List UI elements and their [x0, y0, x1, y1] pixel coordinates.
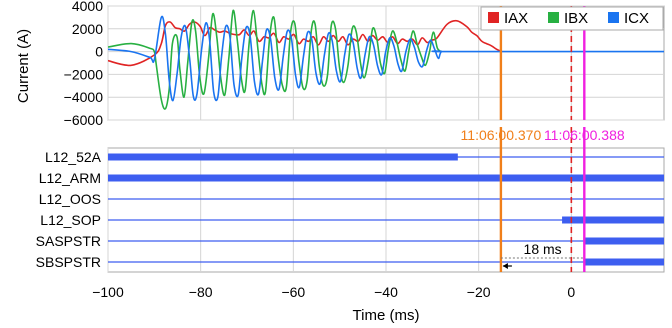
time-x-tick-label: −20 [467, 284, 491, 300]
interval-annotation: 18 ms [500, 241, 585, 269]
legend-label-icx: ICX [624, 10, 649, 27]
marker-timestamp: 11:06:00.388 [544, 127, 625, 143]
signal-label: L12_ARM [39, 170, 101, 186]
marker-timestamp: 11:06:00.370 [461, 127, 542, 143]
signal-label: L12_SOP [40, 212, 101, 228]
signal-label: L12_OOS [39, 191, 101, 207]
current-y-tick-label: 4000 [72, 0, 103, 14]
time-x-tick-label: −60 [281, 284, 305, 300]
time-x-axis-title: Time (ms) [353, 307, 420, 324]
signal-label: L12_52A [45, 149, 102, 165]
current-y-tick-labels: 4000 2000 0 −2000 −4000 −6000 [64, 0, 104, 128]
signal-on-bar [108, 174, 664, 182]
signal-on-bar [562, 216, 664, 224]
current-y-axis-title: Current (A) [15, 29, 32, 103]
current-y-tick-label: 0 [95, 44, 103, 60]
signal-on-bar [584, 237, 664, 245]
time-x-tick-label: 0 [567, 284, 575, 300]
current-y-tick-label: −2000 [64, 66, 104, 82]
current-legend: IAX IBX ICX [480, 6, 664, 31]
current-y-tick-label: −6000 [64, 112, 104, 128]
interval-label: 18 ms [524, 241, 562, 257]
series-icx-line [108, 15, 664, 102]
time-x-tick-labels: −100 −80 −60 −40 −20 0 [92, 284, 575, 300]
current-legend-items: IAX IBX ICX [488, 10, 649, 27]
current-y-tick-label: 2000 [72, 21, 103, 37]
current-series-group [108, 9, 664, 110]
current-chart: 4000 2000 0 −2000 −4000 −6000 Current (A) IAX… [15, 0, 665, 128]
digital-chart-markers [499, 127, 586, 272]
signal-on-bar [108, 153, 458, 161]
legend-swatch-ibx [548, 12, 559, 23]
legend-swatch-iax [488, 12, 499, 23]
legend-swatch-icx [608, 12, 619, 23]
interval-arrow-head [502, 263, 508, 269]
signal-on-bar [584, 258, 664, 266]
signal-label: SASPSTR [36, 233, 101, 249]
digital-chart: L12_52A L12_ARM L12_OOS L12_SOP SASPSTR SBSPS… [36, 127, 665, 324]
time-x-tick-label: −80 [189, 284, 213, 300]
current-y-tick-label: −4000 [64, 89, 104, 105]
marker-timestamp-labels: 11:06:00.370 11:06:00.388 [461, 127, 625, 143]
time-x-tick-label: −40 [374, 284, 398, 300]
legend-label-ibx: IBX [564, 10, 588, 27]
legend-label-iax: IAX [504, 10, 528, 27]
time-x-tick-label: −100 [92, 284, 124, 300]
signal-label: SBSPSTR [36, 254, 101, 270]
